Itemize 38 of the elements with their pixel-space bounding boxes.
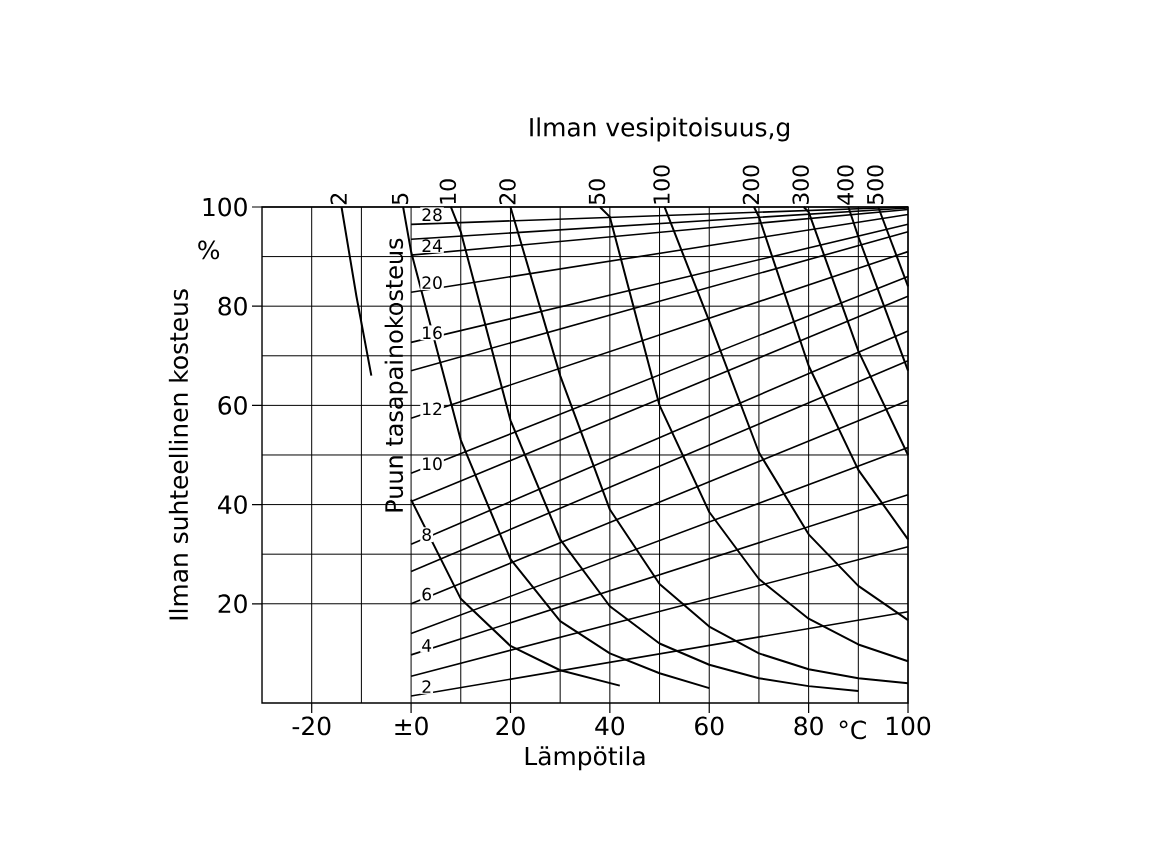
text: 20 xyxy=(499,179,516,205)
annotation: Puun tasapainokosteus xyxy=(384,238,408,512)
text: 5 xyxy=(391,193,409,205)
text: 2 xyxy=(330,194,347,205)
series-label: 10 xyxy=(423,457,442,471)
y-tick-label: 40 xyxy=(218,495,247,515)
x-tick-label: 40 xyxy=(595,716,625,736)
series-label: 20 xyxy=(422,276,442,290)
series-label: 12 xyxy=(423,402,442,416)
y-tick-label: 100 xyxy=(203,197,247,217)
series-label: 2 xyxy=(422,680,431,693)
y-axis-title: Ilman suhteellinen kosteus xyxy=(168,289,189,620)
text: % xyxy=(198,240,220,260)
x-axis-title: Lämpötila xyxy=(525,746,645,771)
y-tick-label: 80 xyxy=(218,296,247,316)
text: 100 xyxy=(653,165,670,204)
text: 500 xyxy=(866,165,884,205)
series-label: 8 xyxy=(422,528,431,542)
text: 50 xyxy=(588,179,606,205)
chart-title: Ilman vesipitoisuus,g xyxy=(530,117,789,142)
text: 300 xyxy=(792,165,809,205)
series-label: 16 xyxy=(423,326,442,340)
x-tick-label: 100 xyxy=(886,716,931,736)
text: 200 xyxy=(742,165,760,205)
series-label: 28 xyxy=(422,208,442,222)
text: 400 xyxy=(837,165,854,205)
x-tick-label: -20 xyxy=(292,716,331,736)
series-label: 4 xyxy=(422,639,432,652)
x-tick-label: 20 xyxy=(496,716,525,736)
series-label: 24 xyxy=(422,239,442,252)
series-label: 6 xyxy=(422,587,431,601)
x-tick-label: 80 xyxy=(794,716,823,736)
y-tick-label: 60 xyxy=(218,395,247,415)
text: 10 xyxy=(439,179,457,204)
y-tick-label: 20 xyxy=(218,594,247,614)
x-tick-label: 60 xyxy=(695,716,724,736)
text: °C xyxy=(839,720,866,740)
x-tick-label: ±0 xyxy=(395,716,428,736)
